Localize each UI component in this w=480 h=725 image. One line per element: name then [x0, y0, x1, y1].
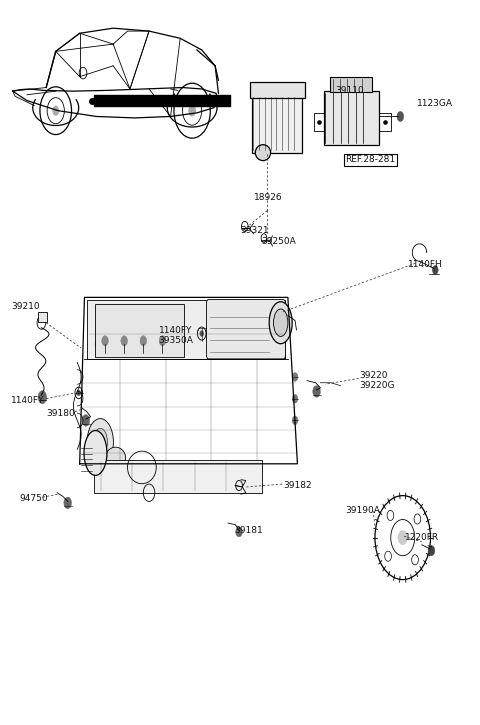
Ellipse shape: [93, 428, 108, 456]
Text: 1140FY: 1140FY: [11, 396, 45, 405]
Circle shape: [140, 336, 147, 346]
Text: 39210: 39210: [11, 302, 40, 310]
Circle shape: [292, 394, 298, 403]
Circle shape: [217, 339, 225, 350]
Text: 1140FH: 1140FH: [408, 260, 442, 269]
Circle shape: [292, 416, 298, 425]
Ellipse shape: [274, 309, 288, 336]
FancyBboxPatch shape: [95, 304, 184, 357]
Circle shape: [102, 336, 108, 346]
Circle shape: [121, 336, 128, 346]
Circle shape: [136, 339, 144, 350]
Text: 39250A: 39250A: [262, 237, 296, 247]
Text: 39110: 39110: [336, 86, 364, 95]
Circle shape: [52, 106, 59, 116]
Circle shape: [292, 373, 298, 381]
Circle shape: [397, 112, 404, 122]
FancyBboxPatch shape: [38, 312, 47, 322]
Circle shape: [398, 531, 408, 545]
FancyBboxPatch shape: [94, 460, 262, 493]
Text: 39321: 39321: [240, 226, 269, 236]
FancyBboxPatch shape: [250, 82, 305, 98]
Circle shape: [188, 105, 196, 117]
Text: 39180: 39180: [46, 409, 75, 418]
Text: 1220FR: 1220FR: [405, 533, 439, 542]
Circle shape: [95, 339, 103, 350]
Ellipse shape: [255, 145, 271, 161]
Ellipse shape: [84, 431, 107, 476]
Circle shape: [236, 527, 242, 537]
FancyBboxPatch shape: [330, 78, 372, 92]
Text: 18926: 18926: [254, 193, 283, 202]
Text: 39190A: 39190A: [345, 506, 380, 515]
Text: 39220G: 39220G: [360, 381, 395, 390]
Text: 39220: 39220: [360, 371, 388, 380]
Ellipse shape: [106, 447, 126, 469]
Circle shape: [432, 265, 438, 274]
Circle shape: [159, 336, 166, 346]
FancyBboxPatch shape: [324, 91, 379, 146]
Text: 1123GA: 1123GA: [417, 99, 453, 108]
FancyBboxPatch shape: [206, 299, 286, 359]
Circle shape: [77, 390, 81, 396]
Circle shape: [176, 339, 184, 350]
Circle shape: [428, 546, 435, 555]
Circle shape: [200, 331, 204, 336]
FancyBboxPatch shape: [87, 299, 286, 359]
Ellipse shape: [269, 302, 292, 344]
Text: 1140FY: 1140FY: [158, 326, 192, 335]
Circle shape: [313, 386, 321, 397]
Circle shape: [82, 415, 90, 426]
Text: 39181: 39181: [234, 526, 263, 535]
Text: REF.28-281: REF.28-281: [345, 155, 396, 165]
Circle shape: [64, 497, 72, 509]
Ellipse shape: [87, 418, 113, 465]
Text: 39182: 39182: [283, 481, 312, 490]
Text: 94750: 94750: [20, 494, 48, 503]
Circle shape: [38, 391, 47, 404]
Circle shape: [258, 339, 265, 350]
Text: 39350A: 39350A: [158, 336, 193, 345]
FancyBboxPatch shape: [252, 95, 302, 153]
